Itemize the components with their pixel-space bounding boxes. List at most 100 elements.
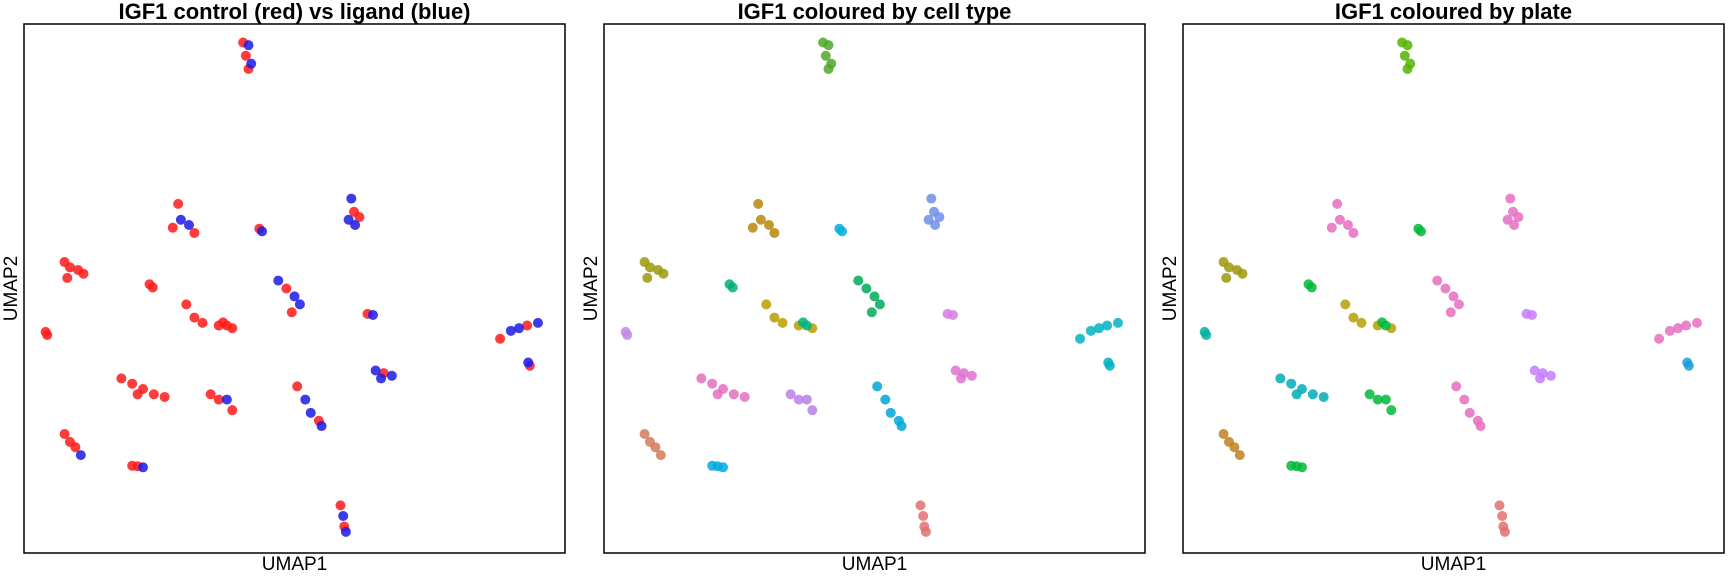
data-point [346,193,357,204]
data-point [1386,405,1397,416]
data-point [926,193,937,204]
data-point [1334,214,1345,225]
data-point [376,373,387,384]
data-point [644,262,655,273]
data-point [753,198,764,209]
data-point [273,275,284,286]
data-point [70,442,81,453]
data-point [1112,317,1123,328]
data-point [350,220,361,231]
data-point [370,365,381,376]
data-point [1343,220,1354,231]
plot-frame [603,23,1146,554]
data-point [1402,40,1413,51]
data-point [1104,360,1115,371]
data-point [1275,373,1286,384]
data-point [1509,220,1520,231]
data-point [1475,421,1486,432]
data-point [869,291,880,302]
plot-panel: IGF1 coloured by plate UMAP1 UMAP2 [1160,0,1725,575]
data-point [1348,312,1359,323]
data-point [221,394,232,405]
data-point [920,526,931,537]
y-axis-label: UMAP2 [1160,256,1181,321]
data-point [505,325,516,336]
data-point [1464,407,1475,418]
data-point [495,333,506,344]
data-point [1372,394,1383,405]
data-point [1402,63,1413,74]
data-point [1505,193,1516,204]
data-point [1229,442,1240,453]
data-point [956,373,967,384]
data-point [316,421,327,432]
data-point [1223,262,1234,273]
data-point [1318,391,1329,402]
data-point [915,500,926,511]
data-point [1451,381,1462,392]
data-point [1681,320,1692,331]
data-point [885,407,896,418]
data-point [1297,462,1308,473]
data-point [639,428,650,439]
data-point [62,272,73,283]
data-point [1332,198,1343,209]
data-point [1440,283,1451,294]
data-point [243,40,254,51]
data-point [148,389,159,400]
x-axis-label: UMAP1 [262,554,327,575]
data-point [728,389,739,400]
x-axis-label: UMAP1 [1421,554,1486,575]
data-point [181,299,192,310]
data-point [1664,325,1675,336]
plot-panel: IGF1 coloured by cell type UMAP1 UMAP2 [581,0,1146,575]
data-point [1307,389,1318,400]
data-point [367,309,378,320]
data-point [747,222,758,233]
data-point [1535,373,1546,384]
plot-frame [23,23,566,554]
data-point [947,309,958,320]
data-point [793,394,804,405]
data-point [769,227,780,238]
data-point [801,394,812,405]
data-point [523,357,534,368]
data-point [221,320,232,331]
data-point [1432,275,1443,286]
data-point [1201,330,1212,341]
plot-panel: IGF1 control (red) vs ligand (blue) UMAP1… [1,0,566,575]
data-point [227,405,238,416]
data-point [1326,222,1337,233]
data-point [1380,394,1391,405]
data-point [785,389,796,400]
data-point [950,365,961,376]
data-point [1399,50,1410,61]
data-point [872,381,883,392]
plot-frame [1182,23,1725,554]
data-point [281,283,292,294]
data-point [1497,510,1508,521]
chart-title: IGF1 coloured by cell type [738,0,1012,24]
data-point [1459,394,1470,405]
data-point [205,389,216,400]
data-point [138,462,149,473]
data-point [1494,500,1505,511]
data-point [1545,370,1556,381]
data-point [289,291,300,302]
data-point [837,226,848,237]
data-point [1416,226,1427,237]
data-point [1380,320,1391,331]
data-point [167,222,178,233]
data-point [197,317,208,328]
data-point [1340,299,1351,310]
data-point [1286,378,1297,389]
data-point [354,212,365,223]
data-point [801,320,812,331]
data-point [930,220,941,231]
data-point [147,282,158,293]
data-point [386,370,397,381]
data-point [966,370,977,381]
data-point [305,407,316,418]
x-axis-label: UMAP1 [842,554,907,575]
data-point [1234,450,1245,461]
